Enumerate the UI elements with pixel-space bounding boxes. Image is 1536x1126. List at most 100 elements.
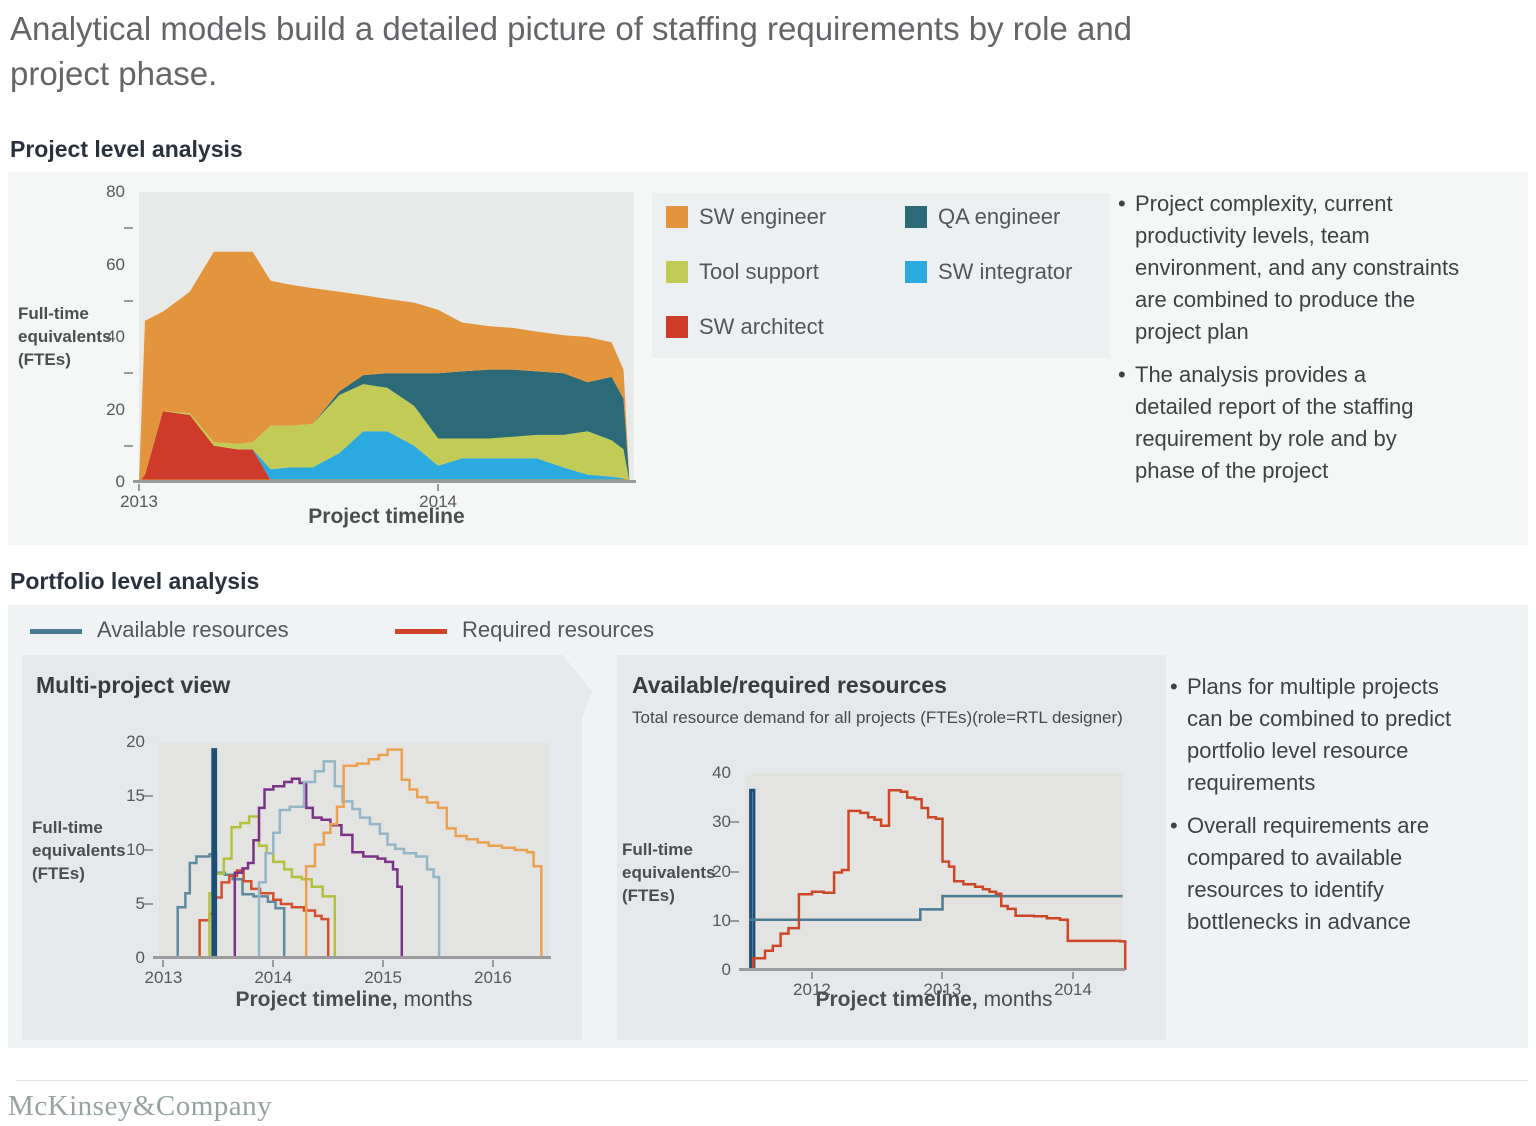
legend-item-tool-support: Tool support xyxy=(666,259,819,285)
line-start-marker xyxy=(749,788,756,970)
y-tick-label: 60 xyxy=(106,254,125,274)
x-tick-label: 2014 xyxy=(1054,980,1092,999)
y-tick-label: 0 xyxy=(115,472,125,491)
x-axis-line xyxy=(739,968,1125,971)
x-tick-mark xyxy=(1072,972,1074,979)
x-tick-label: 2015 xyxy=(364,968,403,987)
y-tick-label: 20 xyxy=(712,861,731,881)
y-tick-mark xyxy=(124,227,133,230)
y-tick-label: 10 xyxy=(126,840,145,859)
available_required-plot xyxy=(749,788,1127,970)
area-tool-support xyxy=(139,384,630,482)
legend-item-sw-architect: SW architect xyxy=(666,314,824,340)
x-tick-mark xyxy=(382,960,385,967)
legend-item-qa-engineer: QA engineer xyxy=(905,204,1060,230)
portfolio-bullets: Plans for multiple projects can be combi… xyxy=(1170,671,1500,949)
x-tick-mark xyxy=(162,960,165,967)
section-heading-portfolio: Portfolio level analysis xyxy=(10,568,260,594)
project_staffing-plot xyxy=(139,251,630,482)
y-tick-mark xyxy=(144,849,153,851)
line-project-7 xyxy=(304,748,543,958)
area-sw-engineer xyxy=(139,251,630,482)
y-tick-mark xyxy=(124,372,133,375)
multi-project-ylabel: Full-time equivalents (FTEs) xyxy=(32,818,126,883)
line-project-6 xyxy=(257,760,441,958)
y-tick-label: 40 xyxy=(106,327,125,346)
multi-project-title: Multi-project view xyxy=(36,672,231,698)
y-tick-label: 10 xyxy=(712,910,731,930)
x-tick-mark xyxy=(437,484,440,491)
x-tick-label: 2013 xyxy=(923,980,962,999)
project-staffing-chart: 0 20 40 60 80 2013 2014 xyxy=(106,182,636,511)
project-bullets: Project complexity, current productivity… xyxy=(1118,188,1508,498)
y-tick-label: 20 xyxy=(106,399,125,419)
y-tick-mark xyxy=(730,870,739,873)
footer-rule xyxy=(16,1080,1528,1081)
page-title: Analytical models build a detailed pictu… xyxy=(10,10,1133,92)
project-bullet-2: The analysis provides a detailed report … xyxy=(1118,359,1508,487)
area-sw-architect xyxy=(139,411,630,482)
x-tick-label: 2012 xyxy=(793,980,831,999)
available-required-ylabel: Full-time equivalents (FTEs) xyxy=(622,840,716,905)
tool-support-swatch xyxy=(666,261,688,283)
x-axis-line xyxy=(153,956,551,959)
y-tick-label: 0 xyxy=(135,948,145,967)
x-tick-label: 2013 xyxy=(120,492,158,511)
multi_project-plot xyxy=(176,748,543,958)
x-tick-mark xyxy=(941,972,944,979)
y-tick-label: 40 xyxy=(712,763,731,782)
available-required-chart: 0 10 20 30 40 2012 2013 2014 xyxy=(712,763,1127,999)
sw-engineer-swatch xyxy=(666,206,688,228)
y-tick-label: 30 xyxy=(712,812,731,832)
line-project-5 xyxy=(233,777,404,958)
y-tick-label: 5 xyxy=(135,894,145,913)
sw-integrator-swatch xyxy=(905,261,927,283)
project-chart-xlabel: Project timeline xyxy=(308,505,465,528)
line-project-1 xyxy=(176,853,286,958)
required-resources-line-swatch xyxy=(395,629,447,634)
portfolio-bullet-2: Overall requirements are compared to ava… xyxy=(1170,810,1500,938)
y-tick-label: 80 xyxy=(106,182,125,201)
sw-architect-swatch xyxy=(666,316,688,338)
line-project-4 xyxy=(211,748,218,958)
x-tick-mark xyxy=(138,484,140,491)
x-tick-mark xyxy=(491,960,494,967)
x-tick-mark xyxy=(810,972,813,979)
section-heading-project: Project level analysis xyxy=(10,136,243,162)
required-resources-label: Required resources xyxy=(462,617,654,642)
line-required-resources xyxy=(751,788,1127,970)
available-required-title: Available/required resources xyxy=(632,672,947,698)
y-tick-mark xyxy=(730,821,739,824)
available-required-subtitle: Total resource demand for all projects (… xyxy=(632,708,1123,727)
qa-engineer-swatch xyxy=(905,206,927,228)
area-qa-engineer xyxy=(139,369,630,482)
project-bullet-1: Project complexity, current productivity… xyxy=(1118,188,1508,348)
line-project-3 xyxy=(208,815,337,958)
x-axis-line xyxy=(133,480,636,483)
y-tick-mark xyxy=(124,444,133,447)
y-tick-mark xyxy=(124,299,133,302)
x-tick-label: 2014 xyxy=(254,968,293,987)
multi-project-xlabel: Project timeline, months xyxy=(235,988,473,1011)
legend-item-sw-engineer: SW engineer xyxy=(666,204,826,230)
multi-project-chart: 0 5 10 15 20 2013 2014 2015 2016 xyxy=(126,732,551,987)
y-tick-mark xyxy=(144,795,153,797)
y-tick-label: 15 xyxy=(126,786,145,805)
project-chart-ylabel: Full-time equivalents (FTEs) xyxy=(18,304,112,369)
available-required-xlabel: Project timeline, months xyxy=(815,988,1053,1011)
y-tick-mark xyxy=(730,919,739,922)
x-tick-label: 2016 xyxy=(474,968,512,987)
x-tick-mark xyxy=(272,960,275,967)
y-tick-mark xyxy=(144,903,153,905)
legend-item-sw-integrator: SW integrator xyxy=(905,259,1073,285)
project-chart-legend: SW engineer Tool support SW architect QA… xyxy=(652,193,1110,358)
area-sw-integrator xyxy=(139,411,630,482)
y-tick-label: 0 xyxy=(721,960,731,979)
portfolio-bullet-1: Plans for multiple projects can be combi… xyxy=(1170,671,1500,799)
x-tick-label: 2013 xyxy=(144,968,183,987)
line-available-resources xyxy=(749,894,1123,922)
x-tick-label: 2014 xyxy=(419,492,457,511)
y-tick-label: 20 xyxy=(126,732,145,751)
available-resources-line-swatch xyxy=(30,629,82,634)
